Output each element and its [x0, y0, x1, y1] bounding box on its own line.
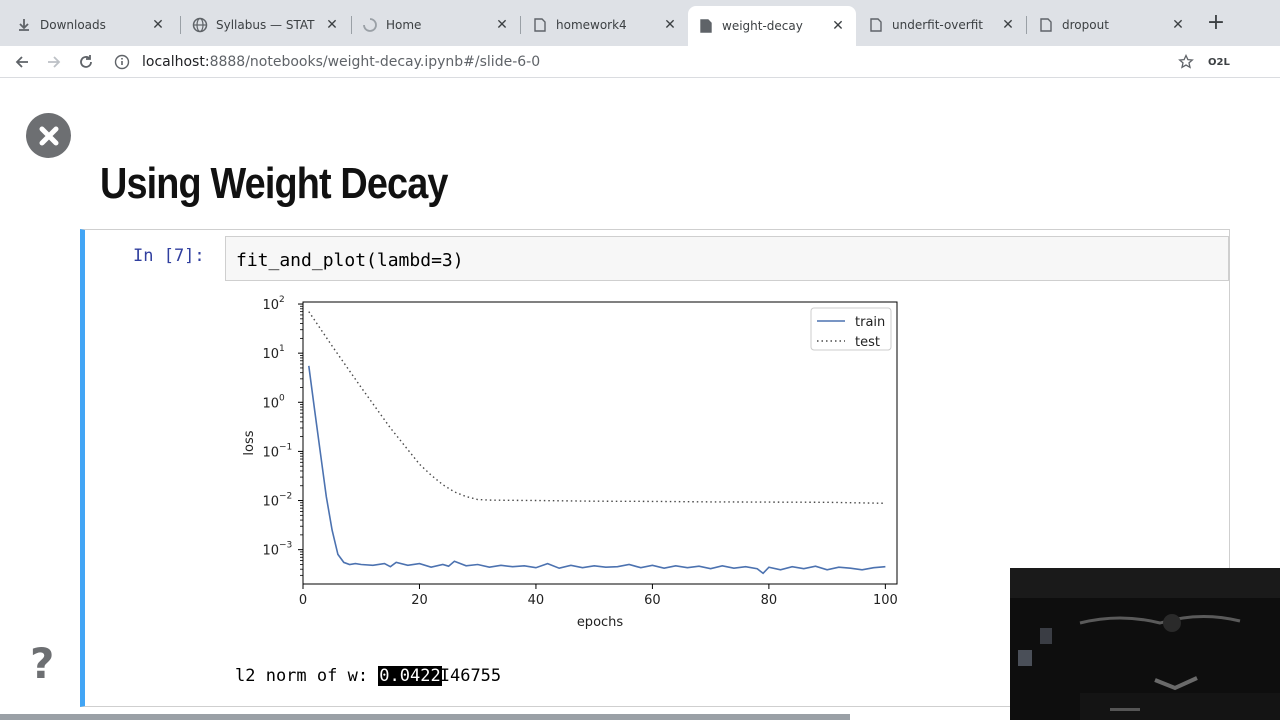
close-icon[interactable]: ✕ [152, 17, 164, 33]
y-tick-exponent: 0 [279, 393, 285, 403]
tab-divider [1026, 16, 1027, 34]
y-tick-exponent: −1 [279, 442, 292, 452]
loading-icon [362, 17, 378, 33]
x-axis-label: epochs [577, 615, 624, 630]
help-icon[interactable]: ? [30, 639, 55, 688]
output-prefix: l2 norm of w: [235, 666, 379, 686]
close-slide-button[interactable] [26, 113, 71, 158]
input-prompt: In [7]: [133, 246, 205, 266]
arrow-right-icon [48, 56, 61, 68]
y-tick-label: 10 [262, 347, 279, 362]
close-icon [39, 126, 58, 145]
tab-divider [520, 16, 521, 34]
code-text: fit_and_plot(lambd=3) [236, 250, 464, 271]
y-tick-exponent: −3 [279, 541, 292, 551]
address-bar[interactable]: localhost: 8888/notebooks/weight-decay.ip… [112, 50, 1162, 74]
tab-homework4[interactable]: homework4 ✕ [522, 6, 688, 44]
horizontal-scrollbar[interactable] [0, 714, 850, 720]
close-icon[interactable]: ✕ [496, 17, 508, 33]
y-tick-label: 10 [262, 445, 279, 460]
tab-strip: Downloads ✕ Syllabus — STAT ✕ Home ✕ hom… [0, 0, 1280, 46]
legend-box [810, 307, 892, 351]
url-host: localhost: [142, 54, 210, 70]
browser-toolbar: localhost: 8888/notebooks/weight-decay.ip… [0, 46, 1280, 78]
back-button[interactable] [10, 50, 34, 74]
slide-title: Using Weight Decay [100, 159, 448, 208]
reload-button[interactable] [74, 50, 98, 74]
tab-syllabus[interactable]: Syllabus — STAT ✕ [182, 6, 350, 44]
y-tick-exponent: 1 [279, 344, 285, 354]
notebook-icon [698, 18, 714, 34]
y-tick-exponent: 2 [279, 295, 285, 305]
cell-output: l2 norm of w: 0.0422I46755 [235, 666, 501, 686]
y-tick-label: 10 [262, 544, 279, 559]
x-tick-label: 40 [528, 593, 545, 608]
close-icon[interactable]: ✕ [1172, 17, 1184, 33]
tab-divider [351, 16, 352, 34]
globe-icon [192, 17, 208, 33]
reload-icon [80, 55, 92, 68]
forward-button[interactable] [42, 50, 66, 74]
x-tick-label: 60 [644, 593, 661, 608]
webcam-overlay [1010, 568, 1280, 720]
tab-title: Home [386, 18, 422, 32]
tab-dropout[interactable]: dropout ✕ [1028, 6, 1196, 44]
notebook-icon [532, 17, 548, 33]
y-tick-label: 10 [262, 298, 279, 313]
output-rest: 46755 [449, 666, 502, 686]
tab-title: homework4 [556, 18, 627, 32]
notebook-icon [1038, 17, 1054, 33]
series-line-train [308, 365, 886, 575]
x-tick-label: 0 [299, 593, 307, 608]
code-cell[interactable]: In [7]: fit_and_plot(lambd=3) 0 20 40 60 80 1… [80, 229, 1230, 707]
y-axis-label: loss [242, 430, 257, 455]
close-icon[interactable]: ✕ [664, 17, 676, 33]
slide-page: ? Using Weight Decay In [7]: fit_and_plo… [0, 79, 1280, 720]
y-tick-exponent: −2 [279, 492, 292, 502]
info-icon[interactable] [112, 52, 132, 72]
plot-area [302, 301, 898, 585]
tab-title: dropout [1062, 18, 1109, 32]
code-editor[interactable]: fit_and_plot(lambd=3) [225, 236, 1229, 281]
arrow-left-icon [15, 56, 28, 68]
new-tab-button[interactable]: + [1206, 10, 1226, 35]
tab-title: underfit-overfit [892, 18, 983, 32]
text-cursor: I [439, 666, 450, 686]
tab-title: Syllabus — STAT [216, 18, 315, 32]
url-path: 8888/notebooks/weight-decay.ipynb#/slide… [209, 54, 541, 70]
y-tick-label: 10 [262, 495, 279, 510]
star-icon [1178, 54, 1194, 69]
download-icon [16, 17, 32, 33]
notebook-icon [868, 17, 884, 33]
x-tick-label: 80 [761, 593, 778, 608]
tab-home[interactable]: Home ✕ [352, 6, 520, 44]
extension-button[interactable]: O2L [1208, 57, 1230, 68]
tab-title: Downloads [40, 18, 106, 32]
legend-label-test: test [855, 335, 880, 350]
x-tick-label: 20 [411, 593, 428, 608]
series-line-test [308, 311, 886, 504]
output-selected-text: 0.0422 [378, 666, 442, 686]
close-icon[interactable]: ✕ [832, 18, 844, 34]
legend-label-train: train [855, 315, 885, 330]
tab-downloads[interactable]: Downloads ✕ [6, 6, 176, 44]
x-tick-label: 100 [873, 593, 898, 608]
tab-divider [180, 16, 181, 34]
tab-title: weight-decay [722, 19, 803, 33]
y-tick-label: 10 [262, 396, 279, 411]
tab-weight-decay[interactable]: weight-decay ✕ [688, 6, 856, 46]
tab-underfit-overfit[interactable]: underfit-overfit ✕ [858, 6, 1026, 44]
presenter-video-image [1010, 568, 1280, 720]
bookmark-button[interactable] [1174, 50, 1198, 74]
close-icon[interactable]: ✕ [326, 17, 338, 33]
close-icon[interactable]: ✕ [1002, 17, 1014, 33]
